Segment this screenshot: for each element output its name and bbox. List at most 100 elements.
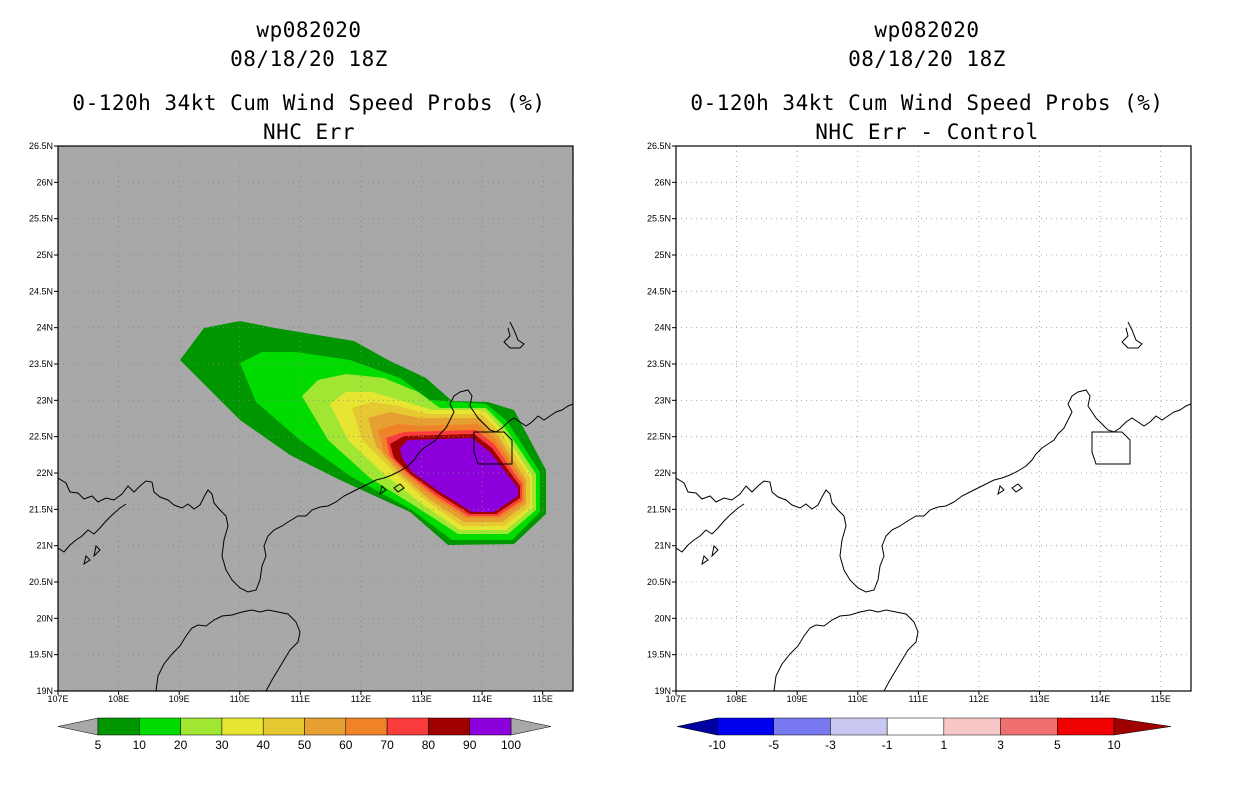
coastline-islet [393,483,405,493]
colorbar-swatch [262,717,305,736]
coastline-mainland [58,389,573,593]
colorbar-label: 3 [997,738,1004,752]
colorbar-swatch [304,717,347,736]
coastline-island [1121,321,1143,349]
coastline-estuary [1091,431,1131,465]
colorbar-label: 10 [133,738,147,752]
lon-tick-label: 113E [411,694,431,704]
colorbar-arrow-left [676,717,718,736]
right-map: 26.5N 26N 25.5N 25N 24.5N 24N 23.5N 23N 22.5N 22N… [647,141,1192,752]
colorbar-arrow-right [1113,717,1172,736]
coastline-gulf [58,503,127,553]
coastline-islet [997,485,1005,496]
lon-tick-label: 108E [108,694,129,704]
lat-tick-label: 24.5N [647,286,671,296]
colorbar-swatch [886,717,945,736]
lat-tick-label: 24N [654,323,671,333]
colorbar-swatch [180,717,223,736]
right-title-storm: wp082020 [874,18,980,42]
colorbar-label: 90 [463,738,477,752]
lat-tick-label: 21.5N [29,504,53,514]
lon-tick-label: 111E [909,694,929,704]
lat-tick-label: 24.5N [29,286,53,296]
colorbar-label: 60 [339,738,353,752]
lat-tick-label: 25.5N [29,214,53,224]
lat-tick-label: 22.5N [647,432,671,442]
lon-tick-label: 108E [726,694,747,704]
lon-tick-label: 115E [1151,694,1171,704]
colorbar-label: 5 [95,738,102,752]
lat-tick-label: 22N [36,468,53,478]
right-panel: wp082020 08/18/20 18Z 0-120h 34kt Cum Wi… [618,0,1236,800]
left-colorbar: 5 10 20 30 40 50 60 70 80 90 100 [57,717,552,752]
map-background [676,146,1191,691]
lat-tick-label: 21.5N [647,504,671,514]
lon-tick-label: 115E [533,694,553,704]
coastline-islet [1011,483,1023,493]
lat-tick-label: 25N [36,250,53,260]
lat-tick-label: 25.5N [647,214,671,224]
colorbar-label: 5 [1054,738,1061,752]
coastline-hainan [773,609,919,691]
lat-tick-label: 23N [654,395,671,405]
colorbar-label: 10 [1107,738,1121,752]
lat-tick-label: 19.5N [29,650,53,660]
colorbar-label: 40 [257,738,271,752]
colorbar-swatch [469,717,512,736]
lat-tick-label: 23.5N [29,359,53,369]
lat-tick-label: 25N [654,250,671,260]
colorbar-label: -10 [708,738,726,752]
lon-tick-label: 107E [665,694,686,704]
colorbar-swatch [830,717,888,736]
lat-tick-label: 22N [654,468,671,478]
lon-tick-label: 114E [1090,694,1110,704]
right-title-date: 08/18/20 18Z [848,47,1006,71]
left-title-subtitle: NHC Err [262,120,355,144]
colorbar-label: -1 [882,738,893,752]
right-title-subtitle: NHC Err - Control [815,120,1039,144]
coastline-islet [379,485,387,496]
prob-band-90 [400,438,518,512]
map-frame [675,145,1192,692]
left-title-date: 08/18/20 18Z [230,47,388,71]
lat-tick-label: 23N [36,395,53,405]
lat-tick-label: 20.5N [29,577,53,587]
coastline-hainan [155,609,301,691]
coastline-estuary [473,431,513,465]
lat-tick-label: 19.5N [647,650,671,660]
coastline-islet [83,555,91,566]
coastline-islet [93,544,101,558]
lat-tick-label: 26N [36,177,53,187]
lat-tick-label: 21N [654,541,671,551]
colorbar-arrow-right [510,717,552,736]
colorbar-swatch [345,717,388,736]
map-frame [57,145,574,692]
colorbar-swatch [97,717,140,736]
left-map-svg: 26.5N 26N 25.5N 25N 24.5N 24N 23.5N 23N 22.5N 22N… [29,141,574,752]
coastline-islet [701,555,709,566]
lon-tick-label: 107E [47,694,68,704]
colorbar-label: 20 [174,738,188,752]
lon-tick-label: 110E [230,694,250,704]
colorbar-label: 100 [501,738,521,752]
lon-tick-label: 114E [472,694,492,704]
coastline-gulf [676,503,745,553]
colorbar-swatch [1057,717,1115,736]
colorbar-swatch [716,717,774,736]
colorbar-label: 80 [422,738,436,752]
lat-tick-label: 20N [36,613,53,623]
lat-tick-label: 23.5N [647,359,671,369]
lat-tick-label: 21N [36,541,53,551]
left-panel: wp082020 08/18/20 18Z 0-120h 34kt Cum Wi… [29,18,574,752]
colorbar-label: -3 [825,738,836,752]
lon-tick-label: 112E [969,694,989,704]
colorbar-swatch [773,717,831,736]
map-content [676,146,1191,691]
lat-tick-label: 26.5N [29,141,53,151]
right-colorbar: -10 -5 -3 -1 1 3 5 10 [676,717,1172,752]
left-title-product: 0-120h 34kt Cum Wind Speed Probs (%) [72,91,546,115]
colorbar-swatch [428,717,470,736]
lat-tick-label: 20N [654,613,671,623]
lon-tick-label: 109E [787,694,808,704]
lat-tick-label: 26.5N [647,141,671,151]
